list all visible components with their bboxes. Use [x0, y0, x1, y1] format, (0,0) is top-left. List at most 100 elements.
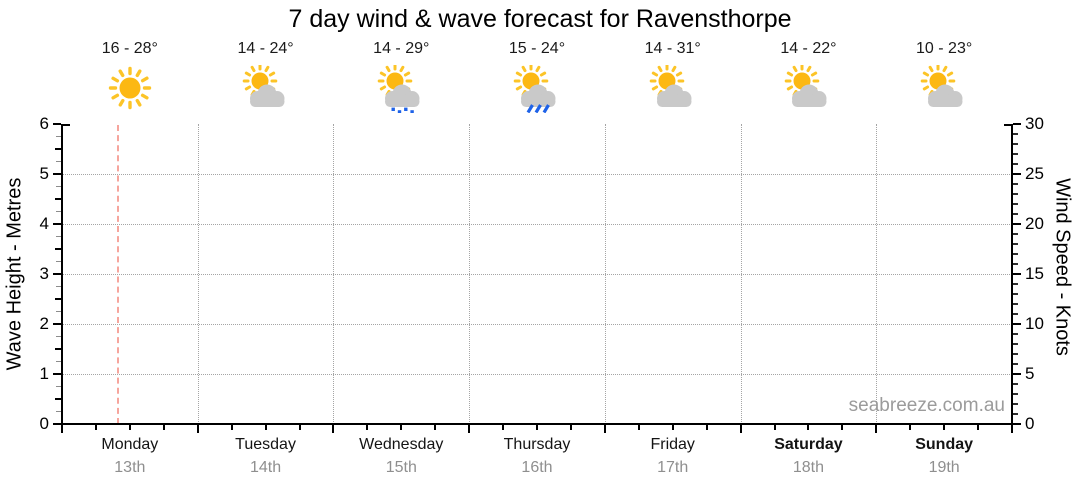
tick-left-minor — [56, 385, 61, 387]
tick-right-minor — [1013, 313, 1018, 315]
axis-line-left — [61, 124, 63, 424]
tick-label-left: 3 — [39, 264, 49, 283]
tick-bottom-minor — [909, 425, 912, 430]
day-date-label: 17th — [657, 459, 689, 476]
tick-left-major — [53, 423, 61, 425]
tick-label-left: 1 — [39, 364, 49, 383]
tick-label-right: 15 — [1025, 264, 1044, 283]
tick-bottom-minor — [773, 425, 776, 430]
partly-cloudy-icon — [242, 63, 290, 113]
tick-right-major — [1013, 423, 1021, 425]
tick-left-minor — [56, 185, 61, 187]
temp-range-label: 16 - 28° — [101, 40, 158, 57]
tick-bottom-major — [603, 425, 606, 433]
gridline-horizontal — [63, 174, 1012, 175]
day-date-label: 14th — [249, 459, 282, 476]
day-date-label: 19th — [928, 459, 960, 476]
tick-left-minor — [56, 210, 61, 212]
rain-icon — [513, 63, 561, 114]
temp-range-label: 14 - 29° — [373, 40, 430, 57]
day-name-label: Wednesday — [359, 436, 444, 453]
tick-left-major — [53, 323, 61, 325]
gridline-vertical — [604, 124, 606, 424]
day-date-label: 16th — [521, 459, 553, 476]
tick-right-minor — [1013, 333, 1018, 335]
tick-right-minor — [1013, 303, 1018, 305]
tick-label-right: 10 — [1025, 314, 1044, 333]
tick-bottom-minor — [230, 425, 233, 430]
tick-bottom-minor — [637, 425, 640, 430]
tick-right-minor — [1013, 153, 1018, 155]
axis-cap-right — [1004, 124, 1012, 126]
tick-right-minor — [1013, 393, 1018, 395]
tick-label-left: 6 — [39, 114, 49, 133]
tick-left-minor — [56, 360, 61, 362]
tick-bottom-major — [739, 425, 742, 433]
tick-left-major — [53, 173, 61, 175]
tick-right-major — [1013, 173, 1021, 175]
axis-line-right — [1011, 124, 1013, 424]
watermark: seabreeze.com.au — [848, 395, 1005, 416]
tick-right-minor — [1013, 253, 1018, 255]
tick-left-minor — [55, 198, 61, 200]
tick-right-minor — [1013, 233, 1018, 235]
tick-left-minor — [56, 310, 61, 312]
partly-cloudy-icon — [784, 63, 832, 113]
tick-bottom-major — [332, 425, 335, 433]
tick-left-minor — [55, 248, 61, 250]
tick-bottom-major — [875, 425, 878, 433]
now-marker-line — [117, 125, 119, 424]
tick-left-minor — [56, 135, 61, 137]
day-name-label: Sunday — [915, 436, 974, 453]
tick-bottom-minor — [162, 425, 165, 430]
tick-bottom-minor — [977, 425, 980, 430]
tick-bottom-minor — [298, 425, 301, 430]
gridline-vertical — [197, 124, 199, 424]
gridline-vertical — [469, 124, 471, 424]
partly-cloudy-icon — [649, 63, 697, 113]
tick-left-minor — [56, 410, 61, 412]
tick-label-left: 4 — [39, 214, 49, 233]
tick-left-minor — [56, 285, 61, 287]
day-name-label: Thursday — [503, 436, 571, 453]
tick-bottom-minor — [705, 425, 708, 430]
tick-bottom-minor — [128, 425, 131, 430]
tick-right-minor — [1013, 203, 1018, 205]
tick-label-right: 30 — [1025, 114, 1044, 133]
temp-range-label: 10 - 23° — [916, 40, 973, 57]
sunny-icon — [106, 65, 154, 113]
tick-right-minor — [1013, 293, 1018, 295]
tick-bottom-major — [196, 425, 199, 433]
tick-right-minor — [1013, 213, 1018, 215]
tick-label-left: 0 — [39, 414, 49, 433]
tick-label-right: 0 — [1025, 414, 1035, 433]
tick-right-minor — [1013, 363, 1018, 365]
tick-bottom-minor — [841, 425, 844, 430]
tick-left-major — [53, 273, 61, 275]
gridline-horizontal — [63, 374, 1012, 375]
tick-left-minor — [55, 398, 61, 400]
tick-right-major — [1013, 123, 1021, 125]
tick-right-minor — [1013, 243, 1018, 245]
gridline-vertical — [876, 124, 878, 424]
tick-right-minor — [1013, 133, 1018, 135]
tick-right-minor — [1013, 163, 1018, 165]
tick-bottom-minor — [400, 425, 403, 430]
day-name-label: Friday — [650, 436, 695, 453]
tick-right-minor — [1013, 353, 1018, 355]
tick-bottom-minor — [94, 425, 97, 430]
axis-cap-left — [62, 124, 70, 126]
tick-right-minor — [1013, 193, 1018, 195]
chart-title: 7 day wind & wave forecast for Ravenstho… — [288, 5, 792, 33]
temp-range-label: 14 - 31° — [644, 40, 701, 57]
tick-label-right: 20 — [1025, 214, 1044, 233]
tick-right-major — [1013, 373, 1021, 375]
axis-line-bottom — [61, 423, 1013, 425]
tick-left-minor — [55, 348, 61, 350]
tick-left-minor — [56, 260, 61, 262]
tick-bottom-major — [1011, 425, 1013, 433]
tick-bottom-minor — [807, 425, 810, 430]
gridline-horizontal — [63, 274, 1012, 275]
tick-right-minor — [1013, 263, 1018, 265]
